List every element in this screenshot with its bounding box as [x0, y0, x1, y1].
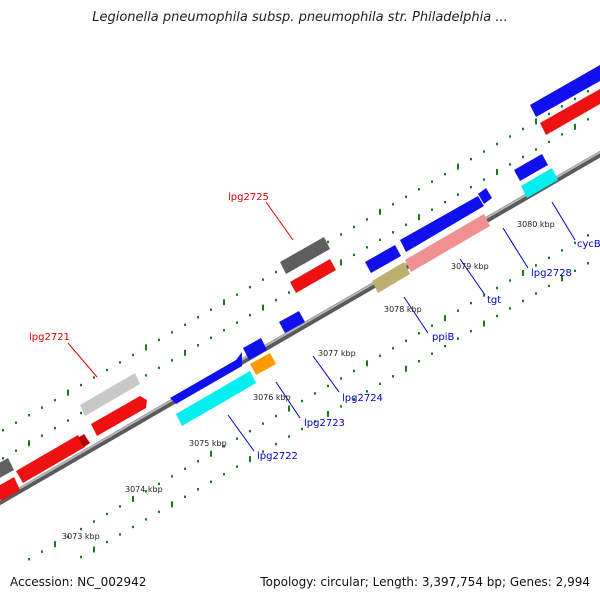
kbp-label-3076: 3076 kbp [253, 393, 291, 402]
gene-label-ppiB[interactable]: ppiB [432, 332, 454, 343]
kbp-label-3078: 3078 kbp [384, 305, 422, 314]
genome-summary-label: Topology: circular; Length: 3,397,754 bp… [260, 575, 590, 589]
gene-block-blue [514, 154, 548, 181]
kbp-label-3074: 3074 kbp [125, 485, 163, 494]
gene-block-blue [279, 311, 305, 333]
gene-block-orange [250, 353, 276, 375]
gene-block-blue [365, 245, 401, 273]
gene-label-lpg2728[interactable]: lpg2728 [531, 268, 572, 279]
map-title: Legionella pneumophila subsp. pneumophil… [92, 10, 508, 25]
gene-label-tgt[interactable]: tgt [487, 295, 501, 306]
genome-backbone [0, 150, 600, 506]
gene-block-darkgray [280, 237, 330, 274]
gene-block-blue [243, 338, 267, 360]
gene-label-lpg2722[interactable]: lpg2722 [257, 451, 298, 462]
gene-block-red [78, 434, 90, 447]
gene-block-red [16, 435, 85, 483]
gene-block-red [290, 259, 336, 293]
gene-block-cyan [176, 371, 256, 426]
gene-block-olive [372, 262, 410, 293]
accession-label: Accession: NC_002942 [10, 575, 147, 589]
gene-label-connectors [67, 201, 576, 452]
gene-block-red [0, 477, 20, 501]
gene-block-gray [0, 458, 14, 478]
gene-block-silver [80, 373, 140, 416]
gene-block-salmon [405, 214, 490, 272]
gene-block-blue [530, 65, 600, 117]
kbp-label-3073: 3073 kbp [62, 532, 100, 541]
gene-label-lpg2724[interactable]: lpg2724 [342, 393, 383, 404]
kbp-label-3080: 3080 kbp [517, 220, 555, 229]
tick-marks [2, 90, 589, 561]
gene-label-lpg2721[interactable]: lpg2721 [29, 332, 70, 343]
gene-label-lpg2723[interactable]: lpg2723 [304, 418, 345, 429]
gene-label-cycB[interactable]: cycB [577, 239, 600, 250]
gene-block-cyan [521, 168, 558, 198]
gene-block-red [540, 89, 600, 135]
forward-strand-features [0, 65, 600, 501]
gene-block-red [91, 396, 147, 436]
gene-block-blue [400, 196, 484, 252]
gene-label-lpg2725[interactable]: lpg2725 [228, 192, 269, 203]
gene-block-blue [170, 352, 242, 404]
gene-block-blue [478, 188, 492, 204]
kbp-label-3079: 3079 kbp [451, 262, 489, 271]
kbp-label-3077: 3077 kbp [318, 349, 356, 358]
reverse-strand-features [170, 154, 558, 426]
kbp-label-3075: 3075 kbp [189, 439, 227, 448]
